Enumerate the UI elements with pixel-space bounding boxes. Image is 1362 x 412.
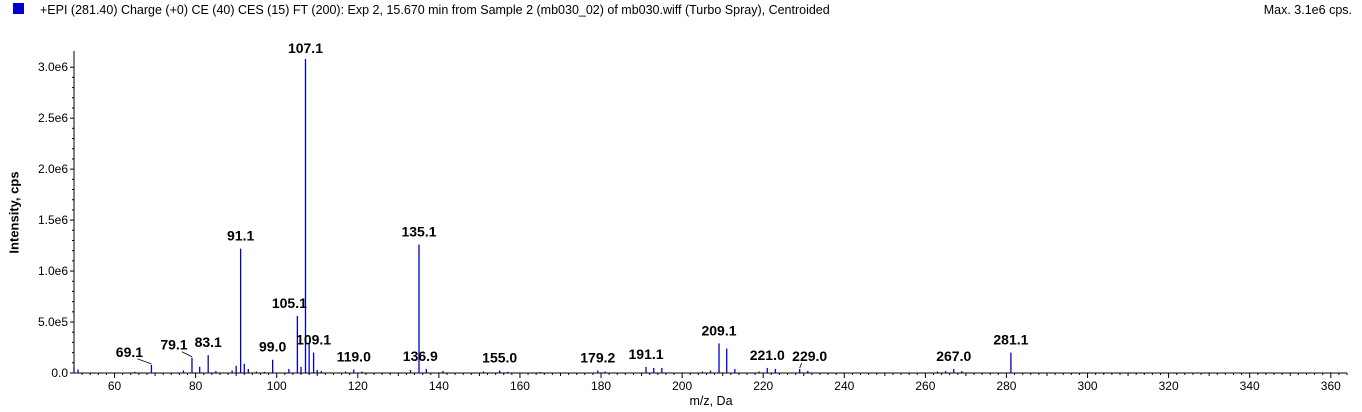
peak-label: 179.2 — [580, 349, 615, 365]
x-axis: 60 80 100 120 140 160 180 200 220 240 260 280 300 320… — [74, 372, 1348, 393]
y-tick-label: 1.0e6 — [38, 264, 68, 278]
chart-title: +EPI (281.40) Charge (+0) CE (40) CES (1… — [40, 3, 830, 17]
y-tick-label: 5.0e5 — [38, 315, 68, 329]
peak-label: 119.0 — [337, 348, 371, 364]
x-tick-label: 300 — [1078, 379, 1098, 393]
peak-label: 109.1 — [296, 332, 331, 348]
y-tick-label: 2.5e6 — [38, 111, 68, 125]
x-tick-label: 80 — [189, 379, 203, 393]
peak-label-leader — [137, 358, 152, 365]
peak-label-leader — [799, 362, 803, 369]
x-tick-label: 180 — [591, 379, 611, 393]
x-tick-label: 120 — [348, 379, 368, 393]
peak-label: 79.1 — [160, 337, 187, 353]
series-swatch-icon — [13, 3, 24, 14]
peak-labels: 69.1 79.1 83.1 91.1 99.0 105.1 107.1 109.1 119.0… — [116, 40, 1029, 369]
peak-label: 281.1 — [993, 332, 1028, 348]
y-tick-label: 0.0 — [51, 366, 68, 380]
x-tick-label: 220 — [753, 379, 773, 393]
x-tick-label: 60 — [108, 379, 122, 393]
y-tick-label: 2.0e6 — [38, 162, 68, 176]
peak-label: 91.1 — [227, 228, 254, 244]
x-tick-label: 340 — [1240, 379, 1260, 393]
x-axis-label: m/z, Da — [689, 394, 733, 408]
peak-label: 221.0 — [750, 347, 785, 363]
x-tick-label: 140 — [429, 379, 449, 393]
peak-label: 229.0 — [792, 348, 827, 364]
peak-label: 99.0 — [259, 339, 286, 355]
peak-label: 83.1 — [195, 334, 222, 350]
x-tick-label: 360 — [1321, 379, 1341, 393]
peak-label: 135.1 — [401, 224, 436, 240]
peak-label: 69.1 — [116, 344, 143, 360]
peak-label: 107.1 — [288, 40, 323, 56]
x-tick-label: 280 — [996, 379, 1016, 393]
x-tick-label: 320 — [1159, 379, 1179, 393]
peak-label: 191.1 — [629, 346, 664, 362]
x-tick-label: 240 — [834, 379, 854, 393]
peak-label: 209.1 — [701, 322, 736, 338]
y-tick-label: 1.5e6 — [38, 213, 68, 227]
peak-label: 136.9 — [403, 348, 438, 364]
x-tick-label: 200 — [672, 379, 692, 393]
peak-label: 155.0 — [482, 349, 517, 365]
max-intensity-label: Max. 3.1e6 cps. — [1263, 3, 1352, 17]
peak-label: 267.0 — [936, 348, 971, 364]
x-tick-label: 260 — [915, 379, 935, 393]
y-axis: 0.0 5.0e5 1.0e6 1.5e6 2.0e6 2.5e6 3.0e6 — [38, 51, 75, 380]
x-tick-label: 100 — [267, 379, 287, 393]
spectrum-header: +EPI (281.40) Charge (+0) CE (40) CES (1… — [0, 0, 1362, 22]
y-tick-label: 3.0e6 — [38, 60, 68, 74]
peak-label: 105.1 — [272, 295, 307, 311]
peak-label-leader — [181, 351, 193, 358]
peak-bars — [73, 59, 1012, 373]
x-tick-label: 160 — [510, 379, 530, 393]
